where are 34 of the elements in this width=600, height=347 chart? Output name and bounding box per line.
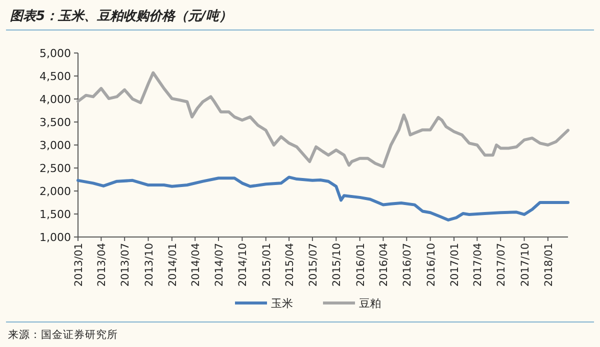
x-tick-label: 2018/01: [542, 243, 555, 287]
x-tick-label: 2017/04: [472, 242, 484, 287]
y-tick-label: 2,500: [40, 162, 71, 175]
x-tick-label: 2014/07: [214, 243, 226, 287]
y-tick-label: 1,000: [40, 231, 71, 244]
legend-label: 玉米: [271, 297, 293, 310]
y-tick-label: 1,500: [40, 208, 71, 221]
source-note: 来源：国金证券研究所: [8, 328, 118, 341]
x-tick-label: 2016/10: [425, 243, 438, 287]
x-tick-label: 2013/04: [96, 242, 108, 287]
y-tick-label: 4,000: [40, 93, 71, 106]
x-tick-label: 2015/04: [284, 242, 296, 287]
y-tick-label: 5,000: [40, 47, 71, 60]
y-tick-label: 3,000: [40, 139, 71, 152]
y-tick-label: 4,500: [40, 70, 71, 83]
x-tick-label: 2013/07: [120, 243, 132, 287]
x-tick-label: 2014/04: [190, 242, 202, 287]
y-tick-label: 2,000: [40, 185, 71, 198]
x-tick-label: 2016/07: [402, 243, 414, 287]
x-tick-label: 2016/04: [378, 242, 390, 287]
x-tick-label: 2017/07: [496, 243, 508, 287]
x-tick-label: 2015/07: [307, 243, 320, 287]
x-tick-label: 2015/01: [260, 243, 273, 287]
legend-label: 豆粕: [359, 297, 381, 310]
x-tick-label: 2013/10: [143, 243, 156, 287]
x-tick-label: 2017/10: [519, 243, 532, 287]
chart-title: 图表5：玉米、豆粕收购价格（元/吨）: [10, 9, 232, 24]
x-tick-label: 2017/01: [448, 243, 461, 287]
x-tick-label: 2014/01: [166, 243, 179, 287]
x-tick-label: 2013/01: [73, 243, 85, 287]
x-tick-label: 2015/10: [331, 243, 344, 287]
x-tick-label: 2016/01: [354, 243, 367, 287]
y-tick-label: 3,500: [40, 116, 71, 129]
x-tick-label: 2014/10: [237, 243, 250, 287]
